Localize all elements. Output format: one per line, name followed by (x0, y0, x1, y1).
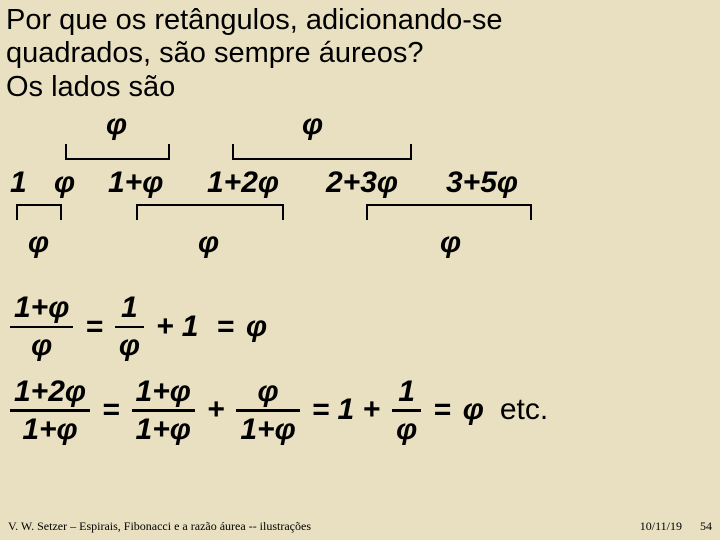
eq2-result: φ (463, 393, 484, 427)
eq2-r1-num: 1+φ (132, 376, 195, 408)
fraction-bar (10, 409, 90, 412)
bracket-bot-1 (16, 204, 62, 220)
equation-1: 1+φ φ = 1 φ + 1 = φ (10, 292, 710, 362)
eq1-result: φ (246, 310, 267, 344)
bracket-bot-3 (366, 204, 532, 220)
heading-line-3: Os lados são (6, 71, 714, 104)
fraction-bar (132, 409, 195, 412)
equals-sign: = (427, 393, 457, 427)
eq1-lhs-fraction: 1+φ φ (10, 292, 73, 362)
phi-label-top-2: φ (302, 108, 323, 142)
equals-sign: = (211, 310, 241, 344)
plus-one: + 1 (150, 310, 205, 344)
eq2-r3-fraction: 1 φ (392, 376, 421, 446)
bracket-bot-2 (136, 204, 284, 220)
eq2-r2-num: φ (253, 376, 282, 408)
phi-label-bot-1: φ (28, 226, 49, 260)
equals-sign: = (79, 310, 109, 344)
eq1-lhs-den: φ (27, 330, 56, 362)
bracket-top-2 (232, 144, 412, 160)
eq2-r2-den: 1+φ (236, 414, 299, 446)
seq-term-1: 1 (10, 166, 27, 200)
equation-2: 1+2φ 1+φ = 1+φ 1+φ + φ 1+φ = 1 + 1 φ = φ… (10, 376, 710, 446)
eq2-r1-fraction: 1+φ 1+φ (132, 376, 195, 446)
eq2-r1-den: 1+φ (132, 414, 195, 446)
footer-date: 10/11/19 (640, 519, 682, 534)
fraction-bar (392, 409, 421, 412)
eq1-rhs1-den: φ (115, 330, 144, 362)
etc-label: etc. (500, 393, 548, 427)
bracket-top-1 (65, 144, 170, 160)
fraction-bar (10, 326, 73, 329)
eq2-r3-num: 1 (394, 376, 419, 408)
equals-sign: = (96, 393, 126, 427)
seq-term-6: 3+5φ (446, 166, 518, 200)
equations-block: 1+φ φ = 1 φ + 1 = φ 1+2φ 1+φ = 1+φ 1+φ +… (0, 292, 720, 445)
eq1-rhs1-num: 1 (117, 292, 142, 324)
seq-term-2: φ (54, 166, 75, 200)
heading-line-1: Por que os retângulos, adicionando-se (6, 4, 714, 37)
eq1-rhs1-fraction: 1 φ (115, 292, 144, 362)
eq2-lhs-num: 1+2φ (10, 376, 90, 408)
eq1-lhs-num: 1+φ (10, 292, 73, 324)
seq-term-4: 1+2φ (207, 166, 279, 200)
phi-label-bot-2: φ (198, 226, 219, 260)
heading-line-2: quadrados, são sempre áureos? (6, 37, 714, 70)
footer-author: V. W. Setzer – Espirais, Fibonacci e a r… (8, 519, 311, 534)
seq-term-5: 2+3φ (326, 166, 398, 200)
eq2-mid: = 1 + (306, 393, 386, 427)
eq2-lhs-den: 1+φ (18, 414, 81, 446)
phi-label-top-1: φ (106, 108, 127, 142)
slide-footer: V. W. Setzer – Espirais, Fibonacci e a r… (0, 519, 720, 534)
eq2-r2-fraction: φ 1+φ (236, 376, 299, 446)
eq2-r3-den: φ (392, 414, 421, 446)
slide-heading: Por que os retângulos, adicionando-se qu… (0, 0, 720, 104)
eq2-lhs-fraction: 1+2φ 1+φ (10, 376, 90, 446)
fraction-bar (115, 326, 144, 329)
fraction-bar (236, 409, 299, 412)
footer-page-number: 54 (700, 519, 712, 534)
seq-term-3: 1+φ (108, 166, 163, 200)
phi-label-bot-3: φ (440, 226, 461, 260)
sequence-diagram: φ φ 1 φ 1+φ 1+2φ 2+3φ 3+5φ φ φ φ (0, 108, 720, 278)
plus-sign: + (201, 393, 231, 427)
